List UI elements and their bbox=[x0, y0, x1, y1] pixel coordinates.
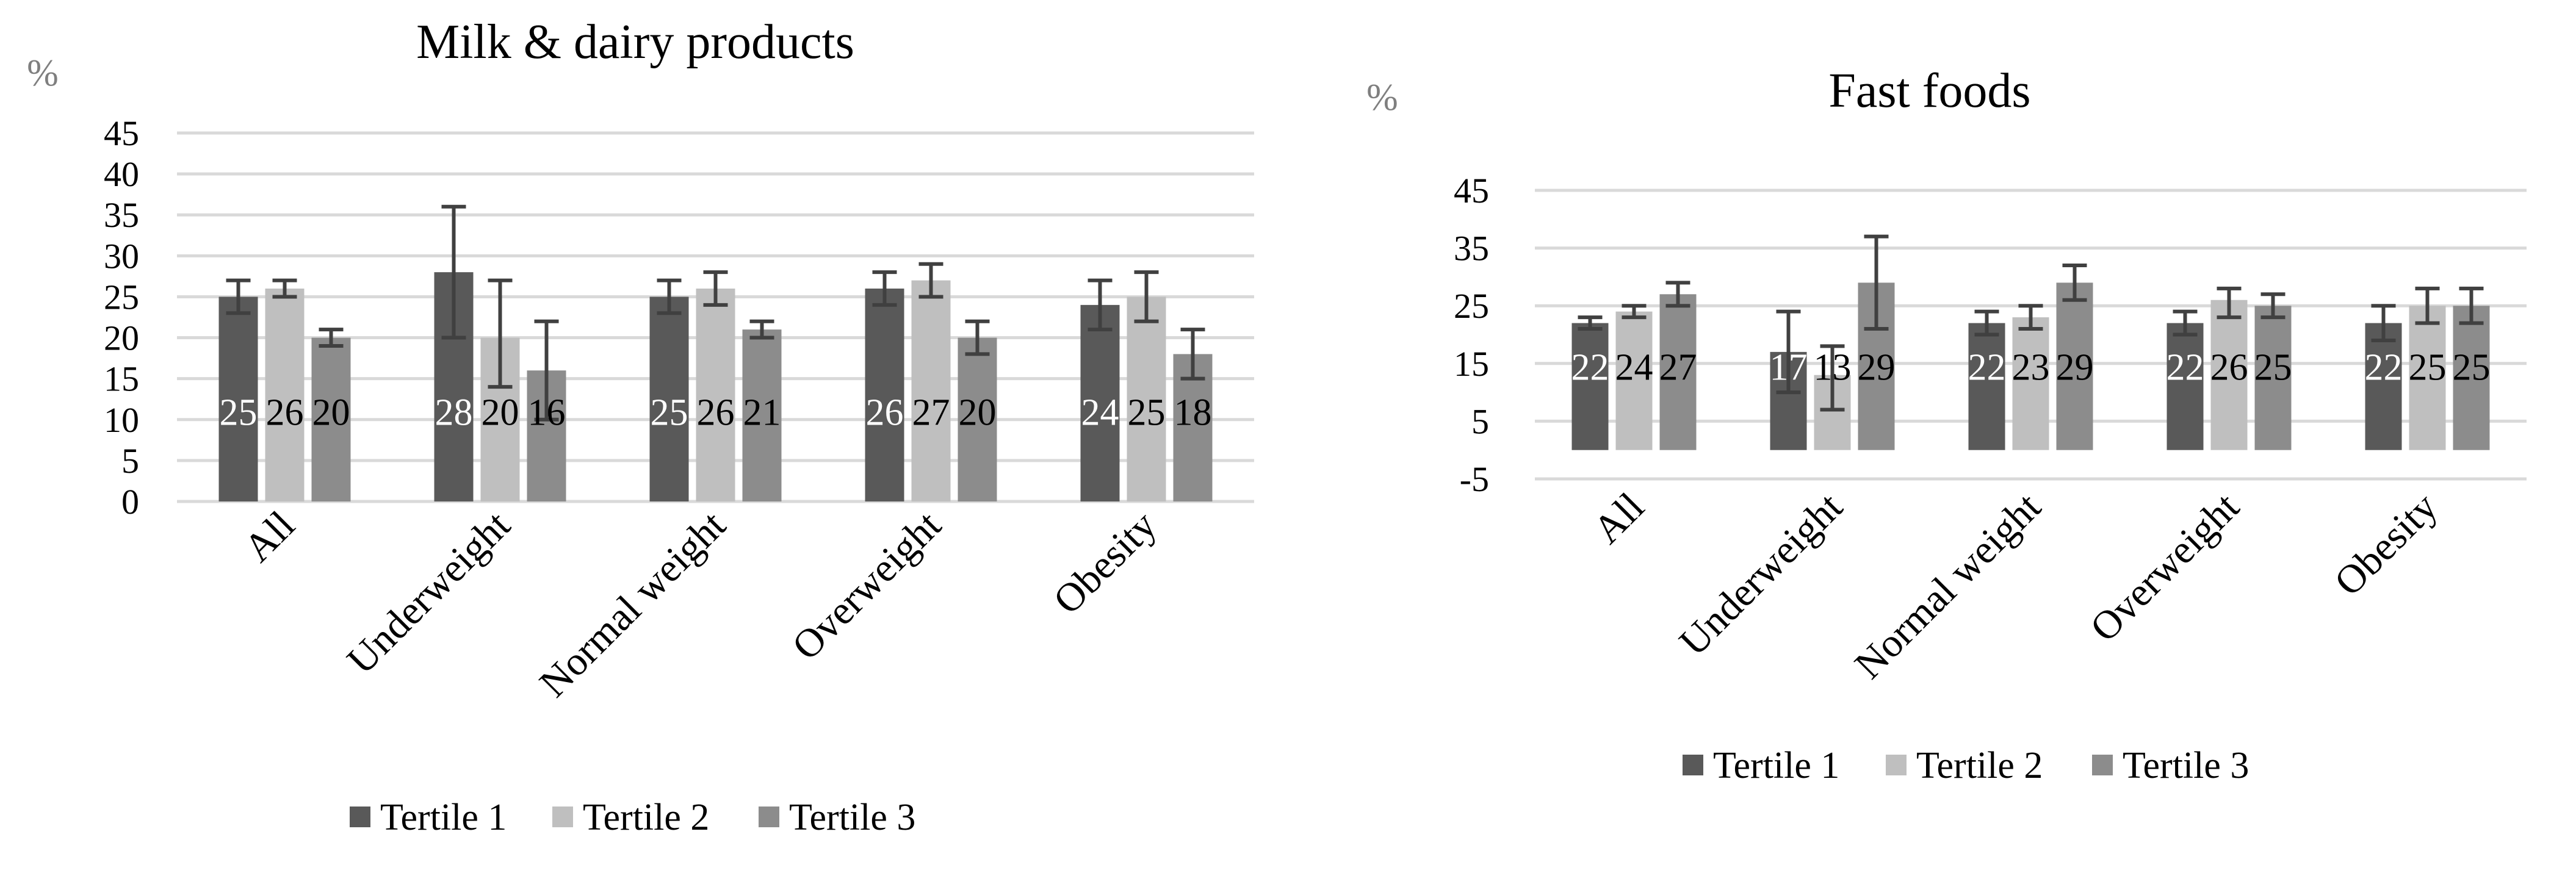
bar-tertile-1-obesity bbox=[2365, 323, 2402, 450]
bar-tertile-2-obesity bbox=[2409, 306, 2446, 450]
legend-label: Tertile 1 bbox=[1713, 745, 1839, 786]
data-label: 29 bbox=[2056, 347, 2094, 389]
data-label: 24 bbox=[1615, 347, 1653, 389]
data-label: 26 bbox=[2210, 347, 2248, 389]
y-tick-label: 10 bbox=[104, 400, 139, 440]
y-tick-label: 45 bbox=[1454, 171, 1489, 210]
bar-tertile-2-all bbox=[265, 289, 305, 501]
bar-tertile-1-all bbox=[1571, 323, 1609, 450]
data-label: 29 bbox=[1858, 347, 1896, 389]
data-label: 25 bbox=[1128, 392, 1166, 433]
data-label: 22 bbox=[2365, 347, 2403, 389]
data-label: 26 bbox=[697, 392, 735, 433]
data-label: 26 bbox=[866, 392, 904, 433]
y-tick-label: 15 bbox=[1454, 344, 1489, 384]
chart-1: Milk & dairy products%051015202530354045… bbox=[27, 15, 1254, 838]
data-label: 22 bbox=[1571, 347, 1609, 389]
x-category-label: Obesity bbox=[1045, 503, 1165, 623]
chart-title: Fast foods bbox=[1828, 64, 2030, 118]
bar-tertile-2-normal-weight bbox=[2012, 317, 2049, 450]
legend-label: Tertile 2 bbox=[1916, 745, 2043, 786]
data-label: 27 bbox=[1659, 347, 1697, 389]
x-category-label: Overweight bbox=[784, 503, 950, 669]
data-label: 25 bbox=[220, 392, 258, 433]
x-category-label: All bbox=[1585, 484, 1653, 552]
bar-tertile-1-normal-weight bbox=[1968, 323, 2005, 450]
bar-tertile-3-normal-weight bbox=[742, 329, 782, 501]
legend-swatch-tertile-1 bbox=[1683, 755, 1703, 775]
x-category-label: Obesity bbox=[2326, 484, 2446, 605]
y-tick-label: 35 bbox=[104, 195, 139, 235]
y-axis-unit-label: % bbox=[1366, 77, 1398, 118]
y-axis-unit-label: % bbox=[27, 52, 59, 94]
bar-tertile-1-overweight bbox=[865, 289, 904, 501]
y-tick-label: 35 bbox=[1454, 229, 1489, 268]
data-label: 27 bbox=[912, 392, 950, 433]
legend-swatch-tertile-3 bbox=[759, 807, 779, 827]
data-label: 17 bbox=[1770, 347, 1808, 389]
y-tick-label: 15 bbox=[104, 359, 139, 399]
legend-swatch-tertile-3 bbox=[2092, 755, 2113, 775]
x-category-label: Normal weight bbox=[1846, 484, 2049, 688]
bar-tertile-1-normal-weight bbox=[649, 296, 689, 501]
data-label: 20 bbox=[482, 392, 519, 433]
data-label: 25 bbox=[2409, 347, 2447, 389]
legend-swatch-tertile-2 bbox=[1886, 755, 1907, 775]
data-label: 23 bbox=[2012, 347, 2050, 389]
legend-label: Tertile 3 bbox=[2123, 745, 2249, 786]
data-label: 26 bbox=[266, 392, 304, 433]
bar-tertile-1-obesity bbox=[1080, 304, 1120, 501]
y-tick-label: 0 bbox=[121, 482, 139, 522]
data-label: 20 bbox=[312, 392, 350, 433]
legend-label: Tertile 1 bbox=[380, 797, 507, 838]
bar-tertile-3-obesity bbox=[2453, 306, 2490, 450]
bar-tertile-3-overweight bbox=[958, 337, 997, 501]
data-label: 21 bbox=[743, 392, 781, 433]
bar-tertile-1-all bbox=[218, 296, 258, 501]
legend-label: Tertile 3 bbox=[789, 797, 915, 838]
x-category-label: Normal weight bbox=[531, 503, 734, 706]
bar-tertile-3-normal-weight bbox=[2056, 282, 2093, 450]
data-label: 20 bbox=[959, 392, 997, 433]
x-category-label: All bbox=[236, 503, 303, 570]
data-label: 16 bbox=[528, 392, 566, 433]
y-tick-label: 40 bbox=[104, 154, 139, 194]
y-tick-label: -5 bbox=[1460, 459, 1489, 499]
data-label: 25 bbox=[2254, 347, 2292, 389]
bar-tertile-2-overweight bbox=[911, 280, 951, 501]
bar-tertile-2-all bbox=[1615, 311, 1653, 450]
y-tick-label: 25 bbox=[1454, 286, 1489, 326]
x-category-label: Overweight bbox=[2082, 484, 2248, 650]
bar-tertile-3-all bbox=[1659, 294, 1697, 450]
data-label: 25 bbox=[2453, 347, 2491, 389]
bar-tertile-1-overweight bbox=[2167, 323, 2204, 450]
data-label: 18 bbox=[1174, 392, 1212, 433]
data-label: 22 bbox=[2167, 347, 2204, 389]
y-tick-label: 25 bbox=[104, 277, 139, 317]
legend-swatch-tertile-2 bbox=[552, 807, 573, 827]
chart-title: Milk & dairy products bbox=[416, 15, 854, 69]
y-tick-label: 5 bbox=[121, 441, 139, 481]
bar-tertile-3-overweight bbox=[2254, 306, 2292, 450]
x-category-label: Underweight bbox=[1671, 484, 1851, 664]
data-label: 25 bbox=[651, 392, 688, 433]
data-label: 13 bbox=[1814, 347, 1852, 389]
legend-label: Tertile 2 bbox=[583, 797, 709, 838]
data-label: 22 bbox=[1968, 347, 2006, 389]
legend-swatch-tertile-1 bbox=[350, 807, 370, 827]
data-label: 28 bbox=[435, 392, 473, 433]
bar-tertile-2-overweight bbox=[2210, 300, 2248, 450]
y-tick-label: 20 bbox=[104, 318, 139, 358]
bar-tertile-3-all bbox=[311, 337, 351, 501]
x-category-label: Underweight bbox=[339, 503, 519, 683]
y-tick-label: 45 bbox=[104, 113, 139, 153]
y-tick-label: 5 bbox=[1471, 401, 1489, 441]
bar-tertile-2-obesity bbox=[1127, 296, 1166, 501]
bar-tertile-2-normal-weight bbox=[696, 289, 735, 501]
y-tick-label: 30 bbox=[104, 236, 139, 276]
data-label: 24 bbox=[1081, 392, 1119, 433]
